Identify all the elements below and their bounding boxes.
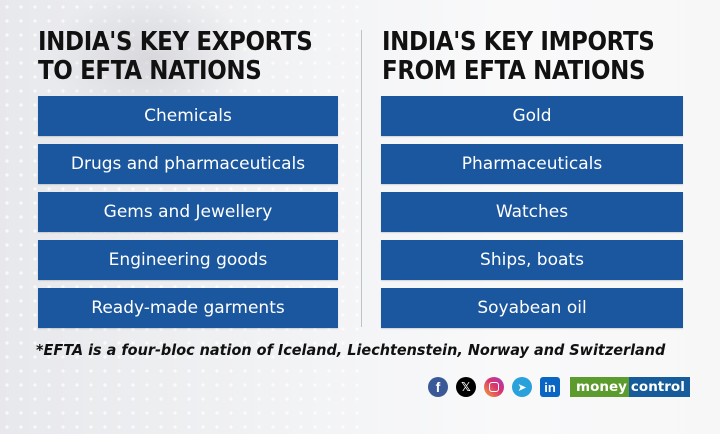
imports-title: INDIA'S KEY IMPORTS FROM EFTA NATIONS bbox=[382, 27, 655, 86]
imports-column: INDIA'S KEY IMPORTS FROM EFTA NATIONS Go… bbox=[381, 0, 683, 328]
import-item: Soyabean oil bbox=[381, 288, 683, 328]
exports-title: INDIA'S KEY EXPORTS TO EFTA NATIONS bbox=[38, 27, 313, 86]
exports-title-line1: INDIA'S KEY EXPORTS bbox=[38, 27, 313, 57]
export-item: Gems and Jewellery bbox=[38, 192, 338, 232]
instagram-icon[interactable] bbox=[484, 377, 504, 397]
imports-list: Gold Pharmaceuticals Watches Ships, boat… bbox=[381, 96, 683, 336]
social-bar: f 𝕏 ➤ in money control bbox=[428, 377, 690, 397]
column-divider bbox=[361, 30, 362, 327]
logo-part-control: control bbox=[628, 377, 690, 397]
exports-column: INDIA'S KEY EXPORTS TO EFTA NATIONS Chem… bbox=[38, 0, 338, 328]
import-item: Watches bbox=[381, 192, 683, 232]
export-item: Engineering goods bbox=[38, 240, 338, 280]
logo-part-money: money bbox=[570, 377, 629, 397]
export-item: Drugs and pharmaceuticals bbox=[38, 144, 338, 184]
moneycontrol-logo: money control bbox=[570, 377, 690, 397]
telegram-icon[interactable]: ➤ bbox=[512, 377, 532, 397]
exports-list: Chemicals Drugs and pharmaceuticals Gems… bbox=[38, 96, 338, 336]
imports-title-line2: FROM EFTA NATIONS bbox=[382, 56, 646, 86]
exports-title-line2: TO EFTA NATIONS bbox=[38, 56, 262, 86]
footnote: *EFTA is a four-bloc nation of Iceland, … bbox=[36, 341, 666, 359]
import-item: Gold bbox=[381, 96, 683, 136]
x-twitter-icon[interactable]: 𝕏 bbox=[456, 377, 476, 397]
imports-title-line1: INDIA'S KEY IMPORTS bbox=[382, 27, 655, 57]
linkedin-icon[interactable]: in bbox=[540, 377, 560, 397]
export-item: Chemicals bbox=[38, 96, 338, 136]
import-item: Ships, boats bbox=[381, 240, 683, 280]
export-item: Ready-made garments bbox=[38, 288, 338, 328]
import-item: Pharmaceuticals bbox=[381, 144, 683, 184]
facebook-icon[interactable]: f bbox=[428, 377, 448, 397]
